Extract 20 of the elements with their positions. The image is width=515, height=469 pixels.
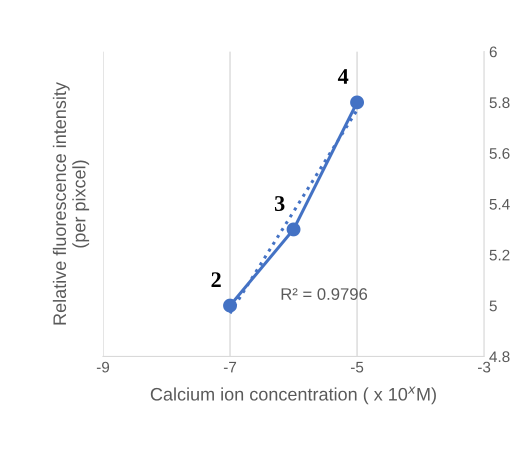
x-axis-title: Calcium ion concentration ( x 10$^{x}$M) [150, 386, 436, 404]
y-tick-label: 5.4 [490, 199, 510, 210]
y-tick-label: 4.8 [489, 351, 510, 362]
y-tick-label: 5.8 [490, 97, 510, 108]
x-tick-label: -7 [224, 362, 236, 372]
y-tick-label: 5.2 [490, 250, 510, 261]
point [223, 298, 237, 313]
annotation: 4 [338, 69, 348, 84]
y-tick-label: 5.6 [490, 148, 510, 159]
x-tick-label: -3 [478, 362, 490, 373]
y-tick-label: 5 [490, 300, 497, 312]
annotation: 2 [212, 272, 221, 288]
x-tick-label: -9 [96, 362, 110, 373]
point [350, 95, 364, 110]
y-tick-label: 6 [490, 46, 497, 58]
point [286, 222, 300, 236]
annotation: R² = 0.9796 [282, 288, 368, 300]
annotation: 3 [274, 196, 284, 212]
x-tick-label: -5 [350, 362, 364, 373]
y-axis-title: Relative fluorescence intensity (per pixcel) [52, 82, 90, 324]
